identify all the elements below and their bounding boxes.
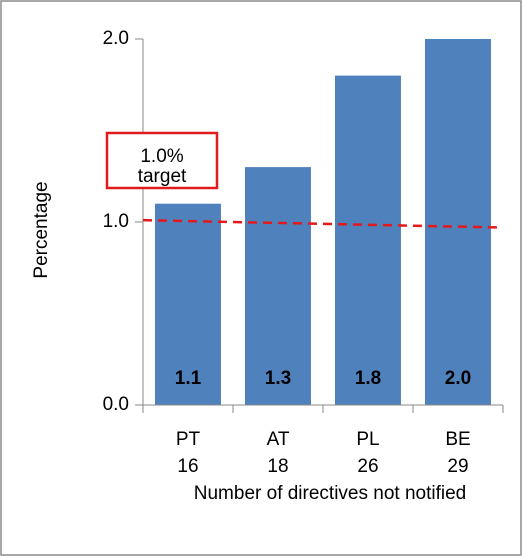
y-axis-label: Percentage — [31, 181, 52, 278]
y-tick-label: 2.0 — [103, 28, 129, 49]
x-tick-label: PT — [176, 429, 201, 450]
x-tick-sublabel: 29 — [447, 456, 468, 477]
y-tick-label: 0.0 — [103, 394, 129, 415]
bar — [424, 39, 491, 405]
bar — [154, 203, 221, 405]
y-tick-label: 1.0 — [103, 211, 129, 232]
x-tick-label: BE — [445, 429, 470, 450]
annotation-text: target — [138, 166, 187, 187]
bar — [244, 167, 311, 405]
x-tick-label: PL — [356, 429, 379, 450]
annotation-box — [105, 131, 219, 190]
x-axis-label: Number of directives not notified — [194, 483, 466, 504]
x-tick-sublabel: 18 — [267, 456, 288, 477]
bar — [334, 75, 401, 405]
x-tick-sublabel: 26 — [357, 456, 378, 477]
value-label: 1.3 — [265, 368, 291, 389]
value-label: 1.8 — [355, 368, 381, 389]
value-label: 1.1 — [175, 368, 202, 389]
x-tick-label: AT — [267, 429, 290, 450]
annotation-text: 1.0% — [140, 146, 183, 167]
value-label: 2.0 — [445, 368, 471, 389]
x-tick-sublabel: 16 — [177, 456, 198, 477]
